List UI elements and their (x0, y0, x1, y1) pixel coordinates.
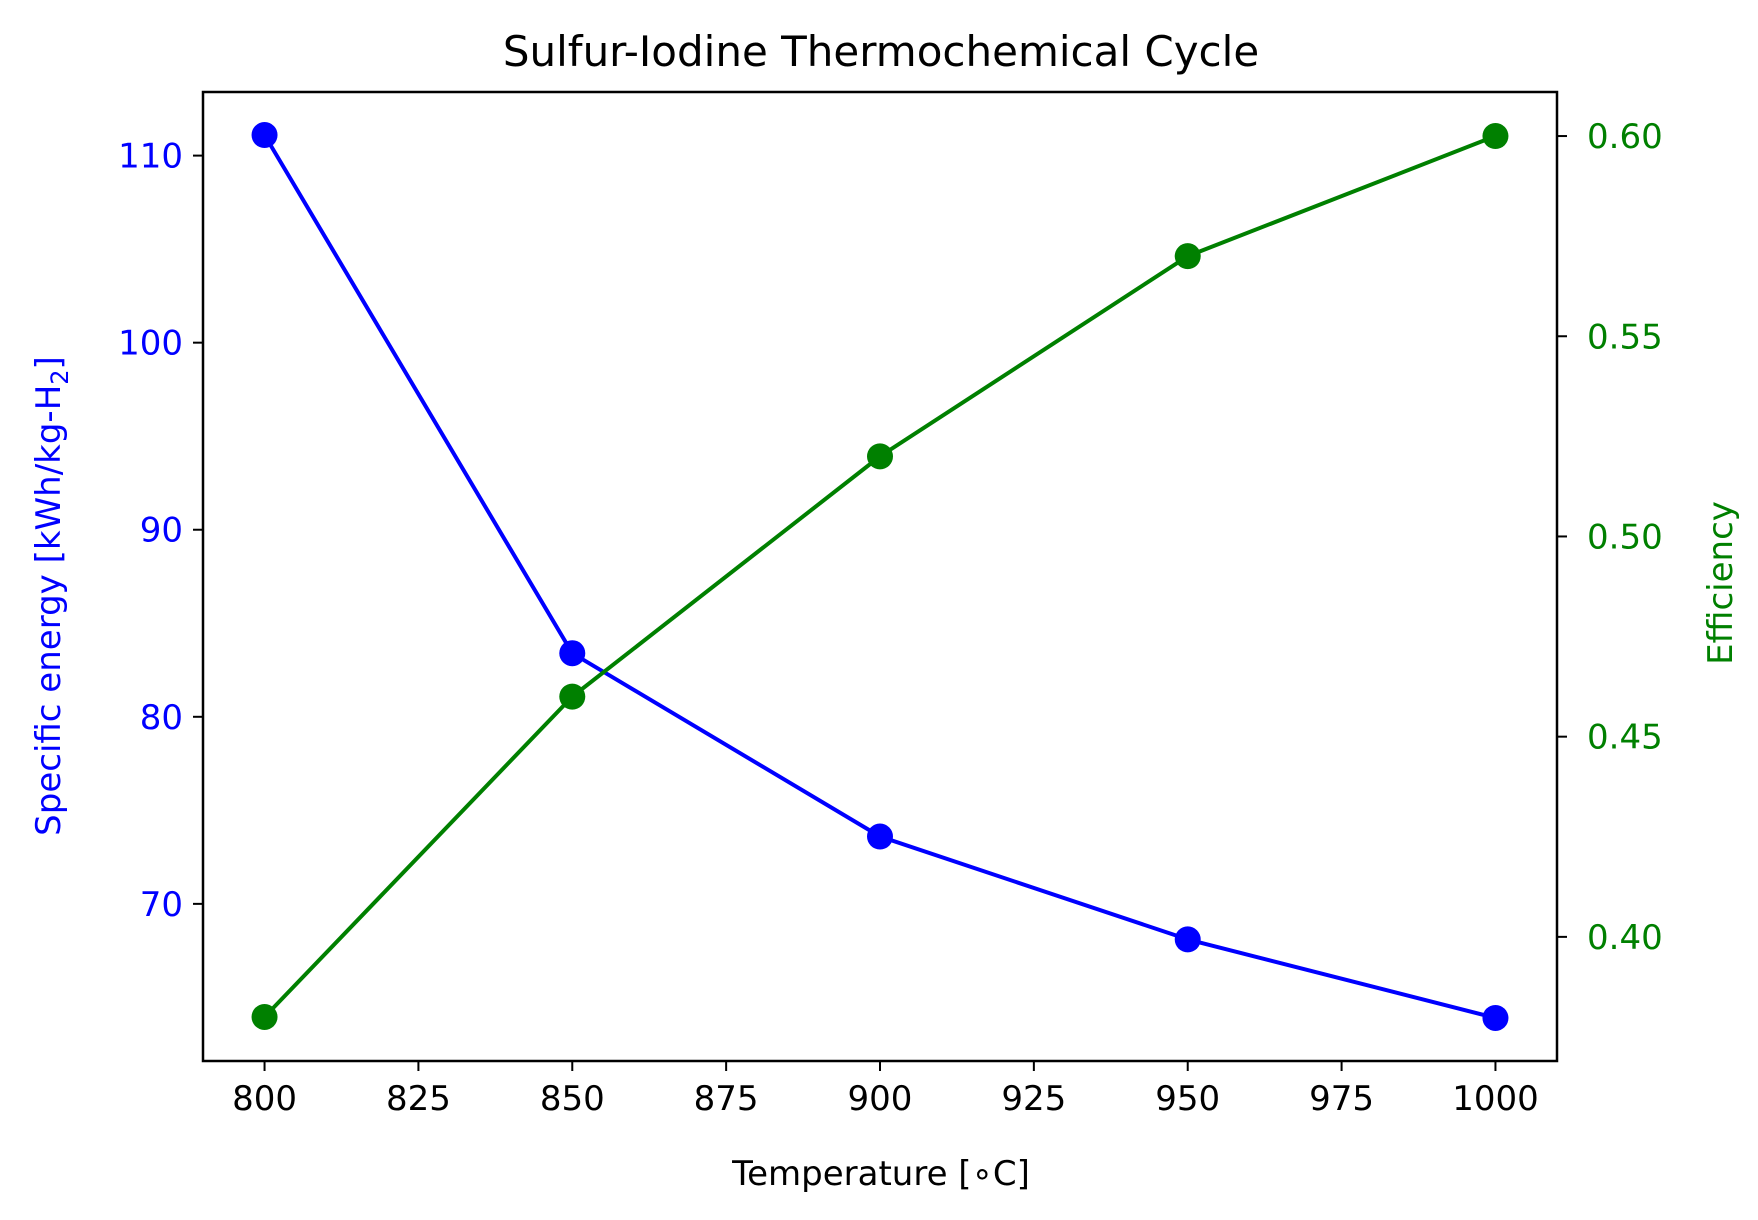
series-point-left (1174, 926, 1201, 953)
series-point-left (867, 823, 893, 850)
series-point-left (251, 122, 278, 149)
series-point-right (1482, 123, 1509, 150)
x-axis-label: Temperature [∘C] (731, 1154, 1030, 1194)
left-y-label-prefix: Specific energy [kWh/kg-H (29, 385, 69, 836)
x-tick-label: 850 (540, 1079, 605, 1119)
x-tick-label: 825 (386, 1079, 451, 1119)
x-tick-label: 975 (1309, 1079, 1374, 1119)
left-y-label-suffix: ] (29, 356, 69, 369)
right-y-tick-label: 0.40 (1587, 918, 1663, 958)
left-y-label-subscript: 2 (46, 369, 74, 384)
x-tick-label: 800 (232, 1079, 297, 1119)
right-y-tick-label: 0.45 (1587, 718, 1663, 758)
right-y-axis-label: Efficiency (1701, 501, 1741, 665)
series-point-right (559, 683, 586, 710)
left-y-tick-label: 100 (118, 324, 183, 364)
plot-frame (201, 90, 1559, 1063)
chart-title: Sulfur-Iodine Thermochemical Cycle (503, 27, 1259, 76)
right-y-tick-label: 0.55 (1587, 317, 1663, 357)
plot-area: 800 825 850 875 900 925 950 975 1000 70 80 90 100 110… (118, 90, 1663, 1119)
left-y-tick-label: 70 (140, 885, 183, 925)
left-y-tick-label: 80 (140, 698, 183, 738)
x-tick-label: 1000 (1452, 1079, 1539, 1119)
left-y-axis-label: Specific energy [kWh/kg-H2] (29, 356, 74, 836)
right-y-tick-label: 0.50 (1587, 517, 1663, 557)
x-tick-label: 900 (848, 1079, 913, 1119)
series-point-left (1482, 1004, 1509, 1031)
right-y-tick-label: 0.60 (1587, 117, 1663, 157)
x-tick-label: 925 (1001, 1079, 1066, 1119)
series-point-right (1174, 243, 1201, 270)
series-point-left (559, 640, 586, 667)
x-tick-label: 875 (694, 1079, 759, 1119)
left-y-tick-label: 90 (140, 511, 183, 551)
left-y-tick-label: 110 (118, 137, 183, 177)
series-point-right (867, 443, 893, 470)
x-tick-label: 950 (1155, 1079, 1220, 1119)
series-point-right (251, 1003, 278, 1030)
